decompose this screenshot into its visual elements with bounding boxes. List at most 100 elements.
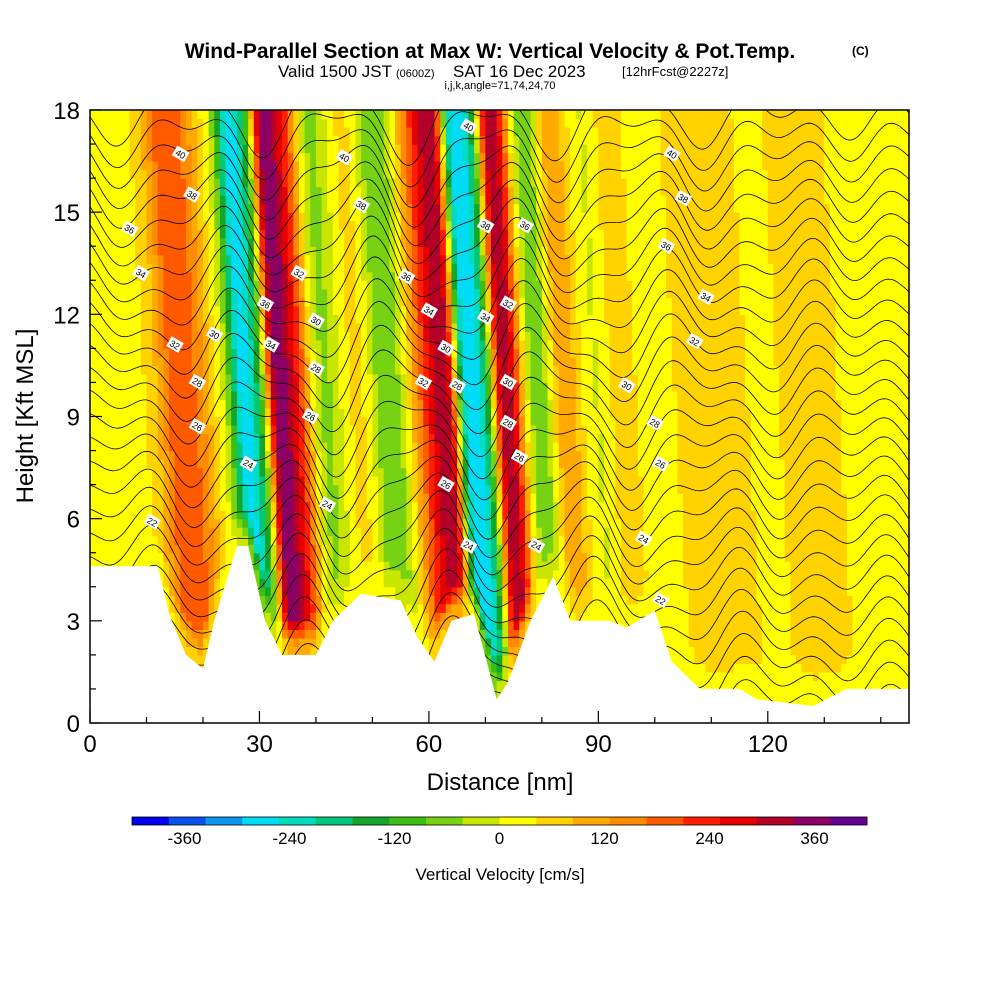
field-cell [219,246,227,256]
field-cell [304,365,311,375]
field-cell [214,161,221,171]
field-cell [423,178,430,188]
field-cell [112,484,119,494]
field-cell [219,544,227,554]
field-cell [293,118,300,128]
field-cell [366,518,374,528]
field-cell [242,110,249,120]
field-cell [282,152,289,162]
field-cell [417,603,424,613]
field-cell [417,425,424,435]
field-cell [265,186,272,196]
grid-indices: i,j,k,angle=71,74,24,70 [444,80,555,92]
field-cell [225,144,232,154]
field-cell [259,246,266,256]
field-cell [219,144,227,154]
field-cell [225,118,232,128]
field-cell [157,314,165,324]
field-cell [152,527,159,537]
field-cell [445,254,453,264]
field-cell [123,263,131,273]
field-cell [383,442,390,452]
field-cell [231,127,238,137]
field-cell [332,484,340,494]
field-cell [135,314,142,324]
field-cell [95,356,102,367]
field-cell [186,178,193,188]
field-cell [123,246,131,256]
field-cell [310,476,317,486]
field-cell [208,510,215,520]
field-cell [276,561,283,571]
field-cell [202,271,210,281]
field-cell [400,212,407,222]
field-cell [332,407,340,418]
field-cell [474,484,481,494]
field-cell [169,433,176,443]
field-cell [95,237,102,247]
field-cell [332,169,340,179]
field-cell [197,467,204,477]
field-cell [174,118,181,128]
field-cell [129,518,136,528]
field-cell [225,518,232,528]
field-cell [208,305,215,315]
title-block: Wind-Parallel Section at Max W: Vertical… [185,40,869,92]
field-cell [383,450,390,460]
field-cell [180,263,187,273]
field-cell [400,544,407,554]
field-cell [383,186,390,196]
field-cell [214,382,221,392]
field-cell [214,561,221,571]
field-cell [344,144,351,154]
field-cell [457,280,464,290]
field-cell [293,365,300,375]
field-cell [310,603,317,613]
field-cell [349,178,357,188]
field-cell [248,195,255,205]
field-cell [225,561,232,571]
field-cell [445,246,453,256]
field-cell [180,637,187,647]
field-cell [378,220,385,230]
field-cell [298,365,306,375]
field-cell [90,152,97,162]
field-cell [106,212,114,222]
field-cell [287,442,294,452]
field-cell [169,603,176,613]
field-cell [411,518,419,528]
field-cell [95,186,102,196]
field-cell [101,348,108,358]
field-cell [163,203,170,213]
field-cell [152,288,159,298]
field-cell [282,612,289,622]
field-cell [118,407,125,418]
field-cell [214,280,221,290]
field-cell [411,603,419,613]
field-cell [202,178,210,188]
field-cell [140,484,148,494]
field-cell [332,425,340,435]
field-cell [417,476,424,486]
field-cell [321,178,328,188]
field-cell [378,348,385,358]
field-cell [118,382,125,392]
field-cell [101,322,108,332]
field-cell [259,178,266,188]
field-cell [157,382,165,392]
field-cell [434,263,441,273]
field-cell [468,578,475,588]
field-cell [90,407,97,418]
field-cell [304,288,311,298]
field-cell [327,493,334,503]
field-cell [372,544,379,554]
field-cell [106,390,114,401]
field-cell [197,654,204,664]
field-cell [389,382,396,392]
field-cell [474,476,481,486]
field-cell [474,186,481,196]
field-cell [344,459,351,469]
field-cell [451,510,458,520]
field-cell [112,263,119,273]
field-cell [270,544,277,554]
